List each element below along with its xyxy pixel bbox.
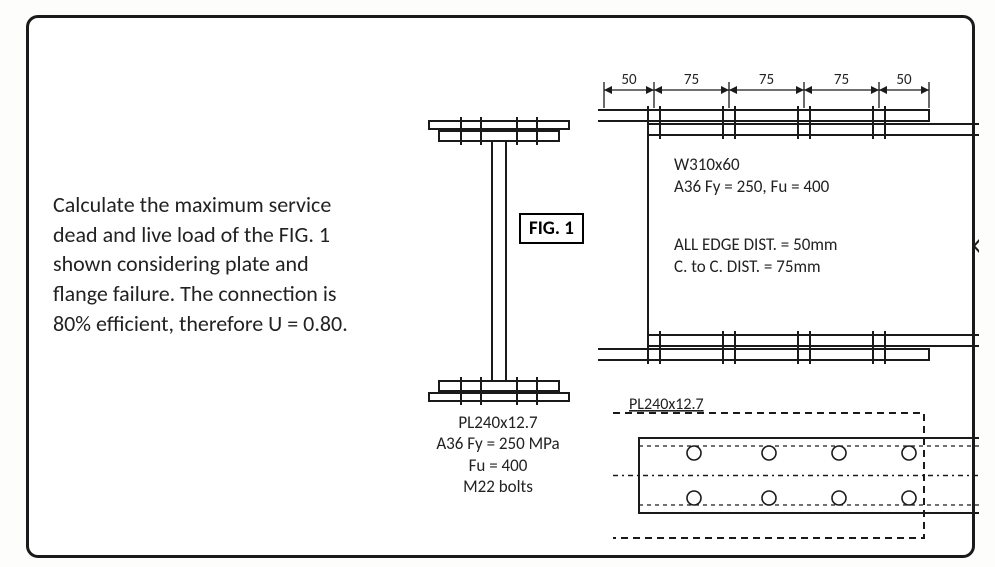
- bolt-hole: [832, 446, 846, 460]
- side-elevation: 50 75 75 75 50 W310x60A36 Fy = 250, Fu = 400…: [594, 68, 979, 378]
- bolt-hole: [762, 491, 776, 505]
- svg-text:50: 50: [621, 71, 637, 89]
- svg-text:C. to C. DIST. = 75mm: C. to C. DIST. = 75mm: [674, 256, 821, 277]
- beam-label: W310x60: [674, 154, 740, 175]
- bolt-hole: [902, 491, 916, 505]
- i-beam-section: [409, 103, 589, 413]
- svg-text:50: 50: [896, 71, 912, 89]
- svg-text:75: 75: [834, 71, 849, 89]
- problem-statement: Calculate the maximum service dead and l…: [53, 190, 363, 338]
- spec-line: M22 bolts: [398, 476, 598, 497]
- bolt-hole: [762, 446, 776, 460]
- svg-text:75: 75: [684, 71, 699, 89]
- plan-view: PL240x12.7: [609, 393, 979, 553]
- svg-text:A36 Fy = 250, Fu = 400: A36 Fy = 250, Fu = 400: [674, 176, 830, 197]
- spec-line: PL240x12.7: [398, 412, 598, 433]
- spec-line: A36 Fy = 250 MPa: [398, 433, 598, 454]
- figure-frame: Calculate the maximum service dead and l…: [26, 15, 975, 558]
- plan-plate-label: PL240x12.7: [629, 395, 704, 414]
- svg-text:75: 75: [759, 71, 774, 89]
- bolt-hole: [902, 446, 916, 460]
- bolt-hole: [832, 491, 846, 505]
- bolt-hole: [687, 491, 701, 505]
- svg-text:ALL EDGE DIST. = 50mm: ALL EDGE DIST. = 50mm: [674, 234, 837, 255]
- i-beam-specs: PL240x12.7 A36 Fy = 250 MPa Fu = 400 M22…: [398, 412, 598, 497]
- spec-line: Fu = 400: [398, 455, 598, 476]
- bolt-hole: [687, 446, 701, 460]
